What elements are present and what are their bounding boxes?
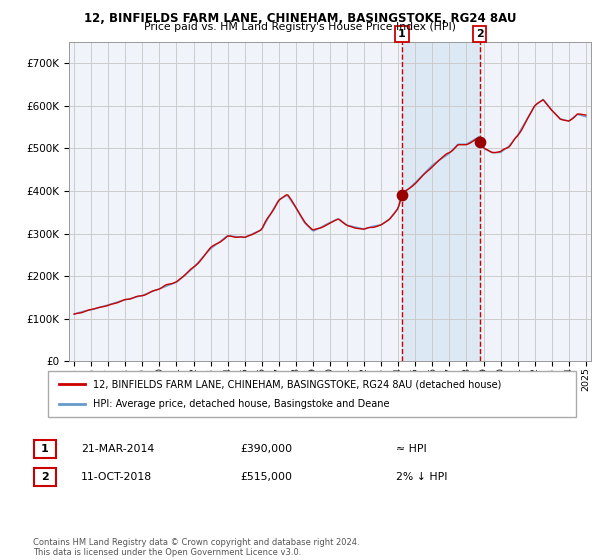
Text: £515,000: £515,000 — [240, 472, 292, 482]
Text: 12, BINFIELDS FARM LANE, CHINEHAM, BASINGSTOKE, RG24 8AU: 12, BINFIELDS FARM LANE, CHINEHAM, BASIN… — [84, 12, 516, 25]
Text: £390,000: £390,000 — [240, 444, 292, 454]
Text: 1: 1 — [398, 29, 406, 39]
Text: Contains HM Land Registry data © Crown copyright and database right 2024.
This d: Contains HM Land Registry data © Crown c… — [33, 538, 359, 557]
Text: 2% ↓ HPI: 2% ↓ HPI — [396, 472, 448, 482]
Text: Price paid vs. HM Land Registry's House Price Index (HPI): Price paid vs. HM Land Registry's House … — [144, 22, 456, 32]
Text: HPI: Average price, detached house, Basingstoke and Deane: HPI: Average price, detached house, Basi… — [93, 399, 389, 409]
FancyBboxPatch shape — [34, 468, 56, 486]
Bar — [402, 42, 480, 361]
Text: 1: 1 — [41, 444, 49, 454]
Text: ≈ HPI: ≈ HPI — [396, 444, 427, 454]
Text: 2: 2 — [476, 29, 484, 39]
Point — [475, 138, 485, 147]
FancyBboxPatch shape — [48, 371, 576, 417]
Text: 12, BINFIELDS FARM LANE, CHINEHAM, BASINGSTOKE, RG24 8AU (detached house): 12, BINFIELDS FARM LANE, CHINEHAM, BASIN… — [93, 379, 501, 389]
Text: 11-OCT-2018: 11-OCT-2018 — [81, 472, 152, 482]
FancyBboxPatch shape — [34, 440, 56, 458]
Text: 2: 2 — [41, 472, 49, 482]
Text: 21-MAR-2014: 21-MAR-2014 — [81, 444, 154, 454]
Point — [397, 191, 407, 200]
